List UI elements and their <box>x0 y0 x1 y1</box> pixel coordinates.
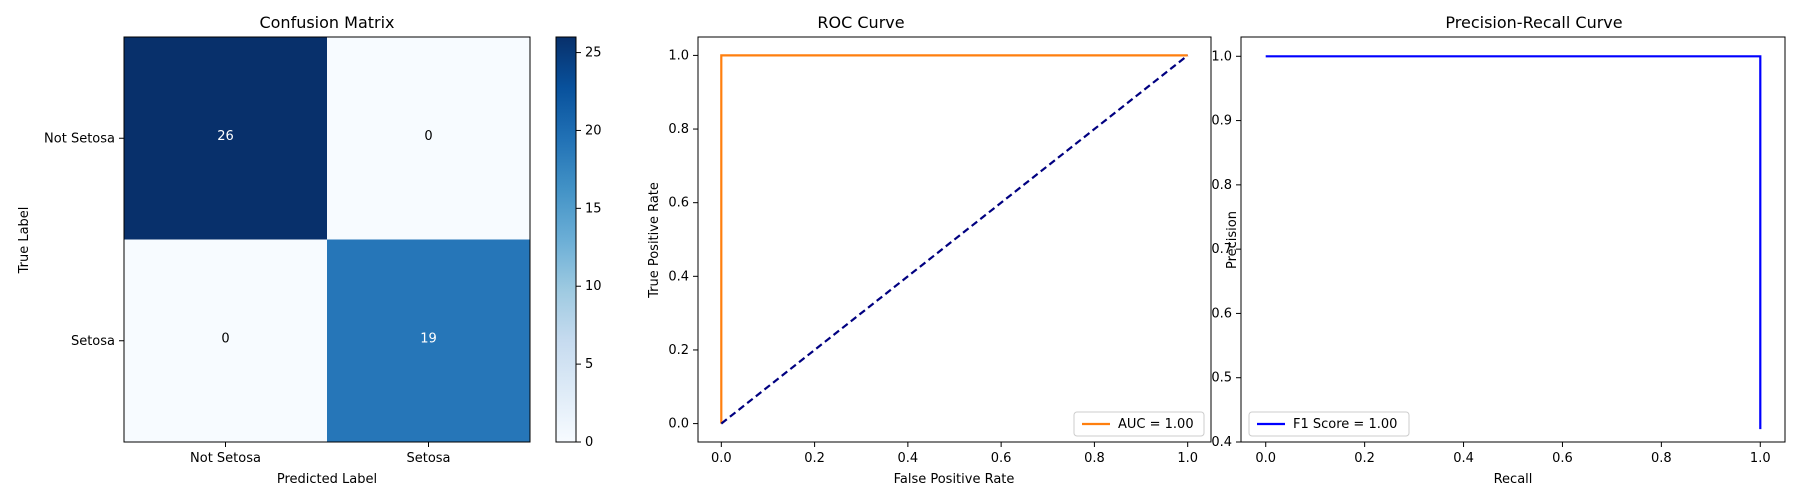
cm-y-label: True Label <box>17 207 32 275</box>
pr-y-label: Precision <box>1225 211 1240 269</box>
pr-plot-area <box>1240 36 1786 443</box>
cm-y-tick-label: Not Setosa <box>44 131 115 146</box>
cm-cell-value: 0 <box>221 331 229 346</box>
roc-x-tick-label: 0.2 <box>804 451 825 466</box>
pr-y-tick-label: 0.7 <box>1211 242 1232 257</box>
cm-cell-value: 26 <box>217 129 234 144</box>
cm-cell <box>327 239 530 442</box>
cm-cell <box>327 37 530 240</box>
roc-y-tick-label: 0.4 <box>668 269 689 284</box>
colorbar-tick-label: 15 <box>585 201 602 216</box>
roc-y-label: True Positive Rate <box>647 182 662 299</box>
cm-cells: 26 0 0 19 <box>124 37 530 442</box>
roc-y-ticks: 0.0 0.2 0.4 0.6 0.8 1.0 <box>668 48 698 432</box>
cm-cell <box>124 37 327 240</box>
pr-x-tick-label: 0.0 <box>1255 451 1276 466</box>
cm-x-tick-label: Not Setosa <box>190 451 261 466</box>
colorbar-tick-label: 0 <box>585 435 593 450</box>
pr-y-tick-label: 0.9 <box>1211 114 1232 129</box>
pr-y-tick-label: 0.8 <box>1211 178 1232 193</box>
colorbar-tick-label: 20 <box>585 123 602 138</box>
roc-legend: AUC = 1.00 <box>1073 411 1205 437</box>
pr-y-tick-label: 0.6 <box>1211 306 1232 321</box>
cm-frame <box>123 36 531 443</box>
roc-x-tick-label: 0.0 <box>711 451 732 466</box>
roc-title: ROC Curve <box>817 13 904 32</box>
colorbar <box>555 36 577 443</box>
roc-y-tick-label: 1.0 <box>668 48 689 63</box>
pr-y-tick-label: 0.4 <box>1211 435 1232 450</box>
roc-x-ticks: 0.0 0.2 0.4 0.6 0.8 1.0 <box>711 442 1198 466</box>
roc-lines <box>720 54 1189 425</box>
pr-y-tick-label: 1.0 <box>1211 49 1232 64</box>
roc-x-tick-label: 0.4 <box>898 451 919 466</box>
roc-series-line-0 <box>720 54 1188 424</box>
cm-x-ticks: Not Setosa Setosa <box>190 442 451 466</box>
pr-x-tick-label: 1.0 <box>1750 451 1771 466</box>
pr-panel: Precision-Recall Curve 0.0 0.2 0.4 0.6 0.8 1.… <box>1211 13 1786 487</box>
cm-x-tick-label: Setosa <box>406 451 450 466</box>
pr-series-line-0 <box>1265 55 1762 430</box>
pr-x-tick-label: 0.6 <box>1552 451 1573 466</box>
roc-series-line-1 <box>720 54 1189 425</box>
pr-legend: F1 Score = 1.00 <box>1248 411 1410 437</box>
roc-y-tick-label: 0.8 <box>668 122 689 137</box>
cm-cell-value: 19 <box>420 331 437 346</box>
pr-x-tick-label: 0.8 <box>1651 451 1672 466</box>
cm-x-label: Predicted Label <box>277 472 377 487</box>
roc-y-tick-label: 0.2 <box>668 343 689 358</box>
roc-y-tick-label: 0.6 <box>668 196 689 211</box>
roc-x-tick-label: 1.0 <box>1177 451 1198 466</box>
pr-lines <box>1265 55 1762 430</box>
cm-y-tick-label: Setosa <box>71 334 115 349</box>
confusion-matrix-panel: Confusion Matrix 26 0 0 19 Not Setosa Setosa… <box>17 13 602 487</box>
colorbar-tick-label: 5 <box>585 357 593 372</box>
pr-y-tick-label: 0.5 <box>1211 371 1232 386</box>
pr-legend-box <box>1248 411 1410 437</box>
roc-x-tick-label: 0.8 <box>1084 451 1105 466</box>
cm-y-ticks: Not Setosa Setosa <box>44 131 124 349</box>
cm-cell <box>124 239 327 442</box>
pr-legend-label: F1 Score = 1.00 <box>1293 417 1397 432</box>
roc-y-tick-label: 0.0 <box>668 417 689 432</box>
cm-title: Confusion Matrix <box>259 13 394 32</box>
colorbar-tick-label: 25 <box>585 46 602 61</box>
roc-panel: ROC Curve 0.0 0.2 0.4 0.6 0.8 1.0 0.00.20.40.… <box>647 13 1212 487</box>
pr-x-tick-label: 0.4 <box>1453 451 1474 466</box>
pr-y-ticks: 0.4 0.5 0.6 0.7 0.8 0.9 1.0 <box>1211 49 1241 450</box>
cm-cell-value: 0 <box>424 129 432 144</box>
roc-x-tick-label: 0.6 <box>991 451 1012 466</box>
pr-x-tick-label: 0.2 <box>1354 451 1375 466</box>
roc-legend-label: AUC = 1.00 <box>1118 417 1194 432</box>
pr-x-ticks: 0.0 0.2 0.4 0.6 0.8 1.0 <box>1255 442 1771 466</box>
roc-legend-box <box>1073 411 1205 437</box>
colorbar-ticks: 0 5 10 15 20 25 <box>576 46 602 450</box>
roc-x-label: False Positive Rate <box>894 472 1015 487</box>
colorbar-tick-label: 10 <box>585 279 602 294</box>
pr-x-label: Recall <box>1494 472 1533 487</box>
pr-title: Precision-Recall Curve <box>1445 13 1622 32</box>
